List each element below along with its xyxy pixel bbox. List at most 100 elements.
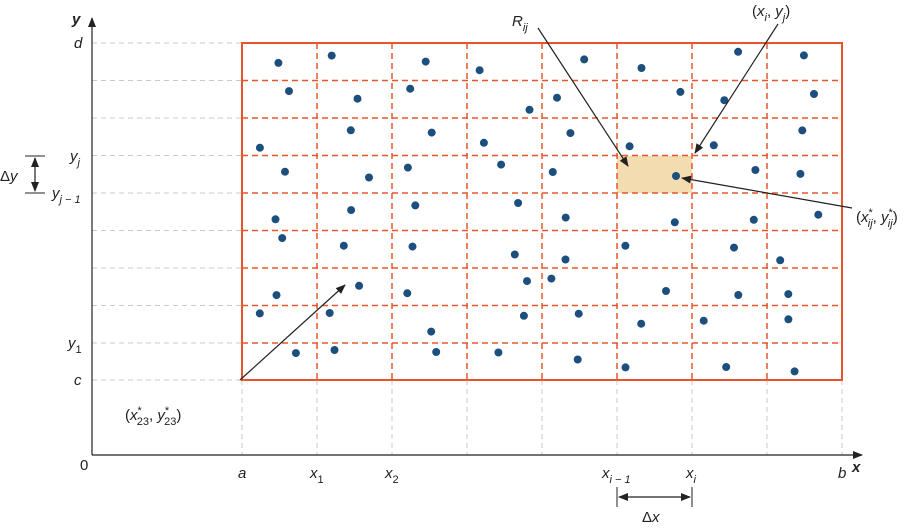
sample-point: [523, 277, 531, 286]
sample-point: [285, 87, 293, 96]
label-part: i − 1: [610, 474, 631, 486]
sample-point: [291, 349, 300, 358]
sample-point: [625, 142, 634, 151]
sample-point: [327, 51, 336, 60]
label-part: ij: [868, 218, 873, 230]
label-part: i: [765, 12, 768, 24]
x-tick-label: b: [838, 465, 846, 482]
guide-lines: [92, 42, 843, 455]
sample-point: [408, 242, 417, 251]
sample-point: [676, 87, 685, 96]
label-part: y: [9, 168, 19, 185]
label-part: R: [512, 13, 523, 30]
sample-point: [497, 160, 506, 169]
x-tick-label: x1: [309, 465, 324, 486]
label-part: y: [880, 209, 890, 226]
label-part: j: [76, 157, 81, 169]
sample-point: [547, 274, 556, 283]
partition-grid: [242, 43, 842, 380]
sample-point: [621, 363, 630, 372]
sample-point: [421, 57, 430, 66]
sample-point: [411, 201, 420, 210]
label-part: ,: [149, 407, 157, 424]
label-part: a: [238, 465, 246, 482]
sample-point: [699, 316, 708, 325]
sample-point: [730, 243, 738, 252]
origin-label: 0: [80, 457, 88, 474]
sample-point: [281, 167, 289, 176]
sample-point: [330, 346, 339, 354]
sample-point: [734, 291, 743, 299]
sample-point: [722, 363, 731, 371]
sample-point: [365, 173, 373, 182]
sample-point: [514, 199, 523, 207]
sample-point: [790, 367, 799, 376]
label-part: 1: [76, 344, 82, 356]
label-part: ): [176, 407, 181, 424]
sample-point: [776, 256, 785, 265]
label-part: x: [384, 465, 393, 482]
label-part: y: [774, 3, 784, 20]
sample-23-label: (x* 23, y* 23): [125, 405, 181, 428]
label-part: ): [785, 3, 790, 20]
sample-point: [403, 289, 412, 298]
sample-point: [561, 213, 570, 222]
sample-point: [553, 93, 561, 102]
label-part: x: [860, 209, 869, 226]
sample-point: [637, 64, 646, 72]
label-part: j − 1: [58, 194, 81, 206]
label-part: y: [51, 185, 61, 202]
sample-point: [525, 105, 534, 114]
y-tick-label: yj: [69, 148, 81, 169]
region-border: [241, 42, 843, 381]
y-tick-label: y1: [67, 335, 82, 356]
corner-label: (xi, yj): [752, 3, 790, 24]
sample-point: [339, 241, 348, 250]
label-part: x: [651, 509, 660, 526]
label-part: y: [67, 335, 77, 352]
sample-23-arrow: [239, 284, 346, 381]
sample-point: [278, 234, 287, 243]
label-part: x: [685, 465, 694, 482]
label-part: i: [694, 474, 697, 486]
sample-point: [784, 290, 793, 299]
sample-point: [494, 348, 503, 357]
highlight-cell: [617, 156, 692, 193]
label-part: *: [165, 405, 170, 417]
label-part: (: [856, 209, 861, 226]
label-part: *: [889, 207, 894, 219]
sample-point: [799, 51, 808, 60]
sample-point: [720, 96, 729, 105]
sample-point: [475, 66, 484, 75]
sample-point: [751, 166, 760, 174]
sample-arrow: [681, 175, 853, 209]
x-tick-label: a: [238, 465, 246, 482]
sample-point: [814, 210, 823, 219]
sample-point: [479, 138, 488, 147]
sample-point: [810, 90, 818, 98]
label-part: Δ: [642, 509, 652, 526]
y-tick-label: yj − 1: [51, 185, 81, 206]
sample-point: [709, 141, 718, 150]
sample-point: [784, 315, 793, 324]
x-tick-label: xi: [685, 465, 697, 486]
corner-arrow: [694, 23, 779, 154]
label-part: 1: [318, 474, 324, 486]
sample-point: [403, 163, 412, 172]
label-part: x: [601, 465, 610, 482]
sample-point: [734, 47, 743, 56]
sample-point: [347, 206, 356, 215]
label-part: y: [156, 407, 166, 424]
label-part: c: [74, 372, 82, 389]
label-part: ): [893, 209, 898, 226]
sample-point: [255, 143, 264, 152]
label-part: Δ: [0, 168, 10, 185]
label-part: ij: [888, 218, 893, 230]
sample-point: [406, 84, 415, 93]
sample-point: [274, 58, 283, 67]
sample-point: [637, 319, 646, 328]
region-label: Rij: [512, 13, 528, 34]
sample-point: [662, 287, 670, 295]
sample-point: [519, 311, 528, 320]
label-part: 23: [137, 416, 149, 428]
